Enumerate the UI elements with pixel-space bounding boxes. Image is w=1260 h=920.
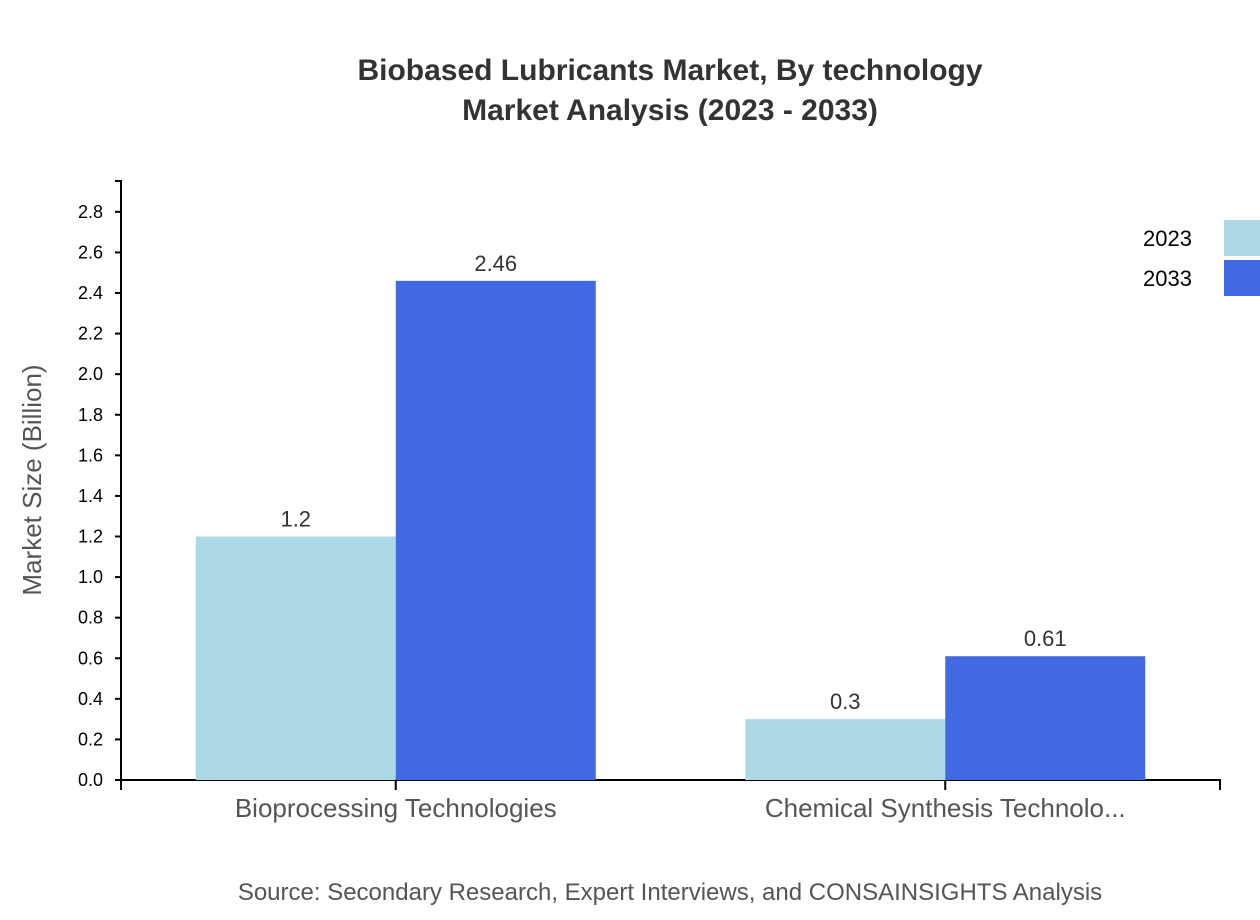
source-note: Source: Secondary Research, Expert Inter… <box>238 879 1102 906</box>
x-tick-label: Bioprocessing Technologies <box>235 793 557 823</box>
y-tick-label: 1.8 <box>78 405 103 425</box>
legend-swatch-2033 <box>1224 260 1260 296</box>
y-tick-label: 1.2 <box>78 527 103 547</box>
y-tick-label: 0.6 <box>78 648 103 668</box>
y-tick-label: 1.0 <box>78 567 103 587</box>
x-axis-line <box>120 779 1221 790</box>
y-tick-label: 2.8 <box>78 202 103 222</box>
y-tick-label: 1.4 <box>78 486 103 506</box>
chart-title: Biobased Lubricants Market, By technolog… <box>357 54 982 87</box>
bar-2033 <box>395 280 596 780</box>
data-label: 0.3 <box>830 689 861 714</box>
legend-label: 2023 <box>1143 226 1192 251</box>
legend-label: 2033 <box>1143 266 1192 291</box>
y-axis-label: Market Size (Billion) <box>17 364 47 595</box>
y-tick-label: 0.2 <box>78 729 103 749</box>
y-tick-label: 2.0 <box>78 364 103 384</box>
legend-swatch-2023 <box>1224 220 1260 256</box>
y-tick-label: 1.6 <box>78 445 103 465</box>
data-label: 1.2 <box>280 507 311 532</box>
data-label: 0.61 <box>1024 626 1067 651</box>
bar-2023 <box>195 536 396 780</box>
data-label: 2.46 <box>474 251 517 276</box>
y-tick-label: 0.8 <box>78 608 103 628</box>
y-tick-label: 0.4 <box>78 689 103 709</box>
x-tick-label: Chemical Synthesis Technolo... <box>765 793 1126 823</box>
bar-2033 <box>945 656 1146 780</box>
y-tick-label: 2.4 <box>78 283 103 303</box>
y-tick-label: 0.0 <box>78 770 103 790</box>
y-tick-label: 2.2 <box>78 324 103 344</box>
bar-2023 <box>745 719 946 780</box>
y-tick-label: 2.6 <box>78 242 103 262</box>
chart-subtitle: Market Analysis (2023 - 2033) <box>462 94 878 127</box>
y-axis-line <box>115 180 122 781</box>
